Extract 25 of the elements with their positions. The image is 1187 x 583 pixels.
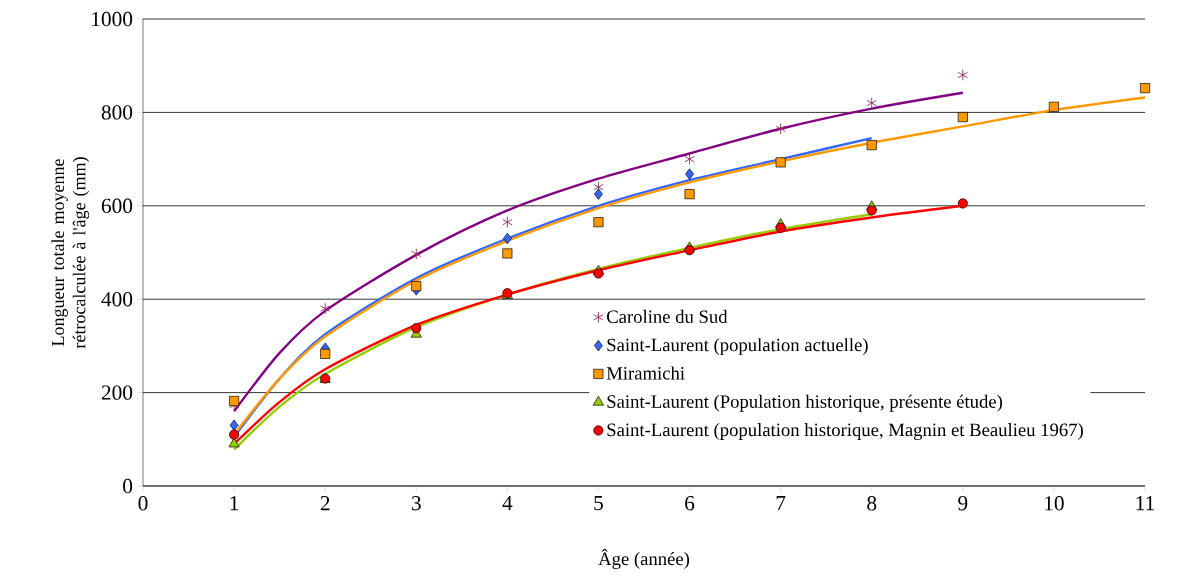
legend-label: Saint-Laurent (population actuelle) [607, 338, 868, 356]
x-tick-label: 2 [320, 496, 330, 511]
y-tick-label: 1000 [92, 11, 133, 27]
x-tick-label: 8 [867, 496, 877, 511]
legend-label: Caroline du Sud [607, 309, 728, 323]
x-tick-label: 3 [411, 496, 421, 511]
y-axis-title: Longueur totale moyenne rétrocalculée à l'âge (mm) [51, 157, 90, 349]
y-tick-label: 800 [101, 105, 133, 120]
x-tick-label: 7 [776, 496, 786, 511]
legend-label: Saint-Laurent (population historique, Magnin et Beaulieu 1967) [607, 423, 1083, 441]
y-tick-label: 0 [123, 478, 133, 494]
legend-label: Saint-Laurent (Population historique, présente étude) [607, 394, 1003, 412]
x-tick-label: 6 [685, 496, 695, 511]
x-tick-label: 0 [138, 496, 148, 511]
y-tick-label: 400 [101, 292, 133, 307]
legend-label: Miramichi [606, 366, 685, 380]
y-tick-label: 600 [101, 198, 133, 213]
y-tick-label: 200 [101, 385, 133, 400]
x-tick-label: 4 [502, 496, 513, 511]
x-tick-label: 11 [1136, 496, 1155, 511]
x-tick-label: 9 [958, 496, 968, 511]
x-tick-label: 1 [230, 496, 239, 511]
x-axis-title: Âge (année) [598, 548, 690, 569]
x-tick-label: 5 [594, 496, 603, 511]
x-tick-label: 10 [1045, 496, 1064, 511]
